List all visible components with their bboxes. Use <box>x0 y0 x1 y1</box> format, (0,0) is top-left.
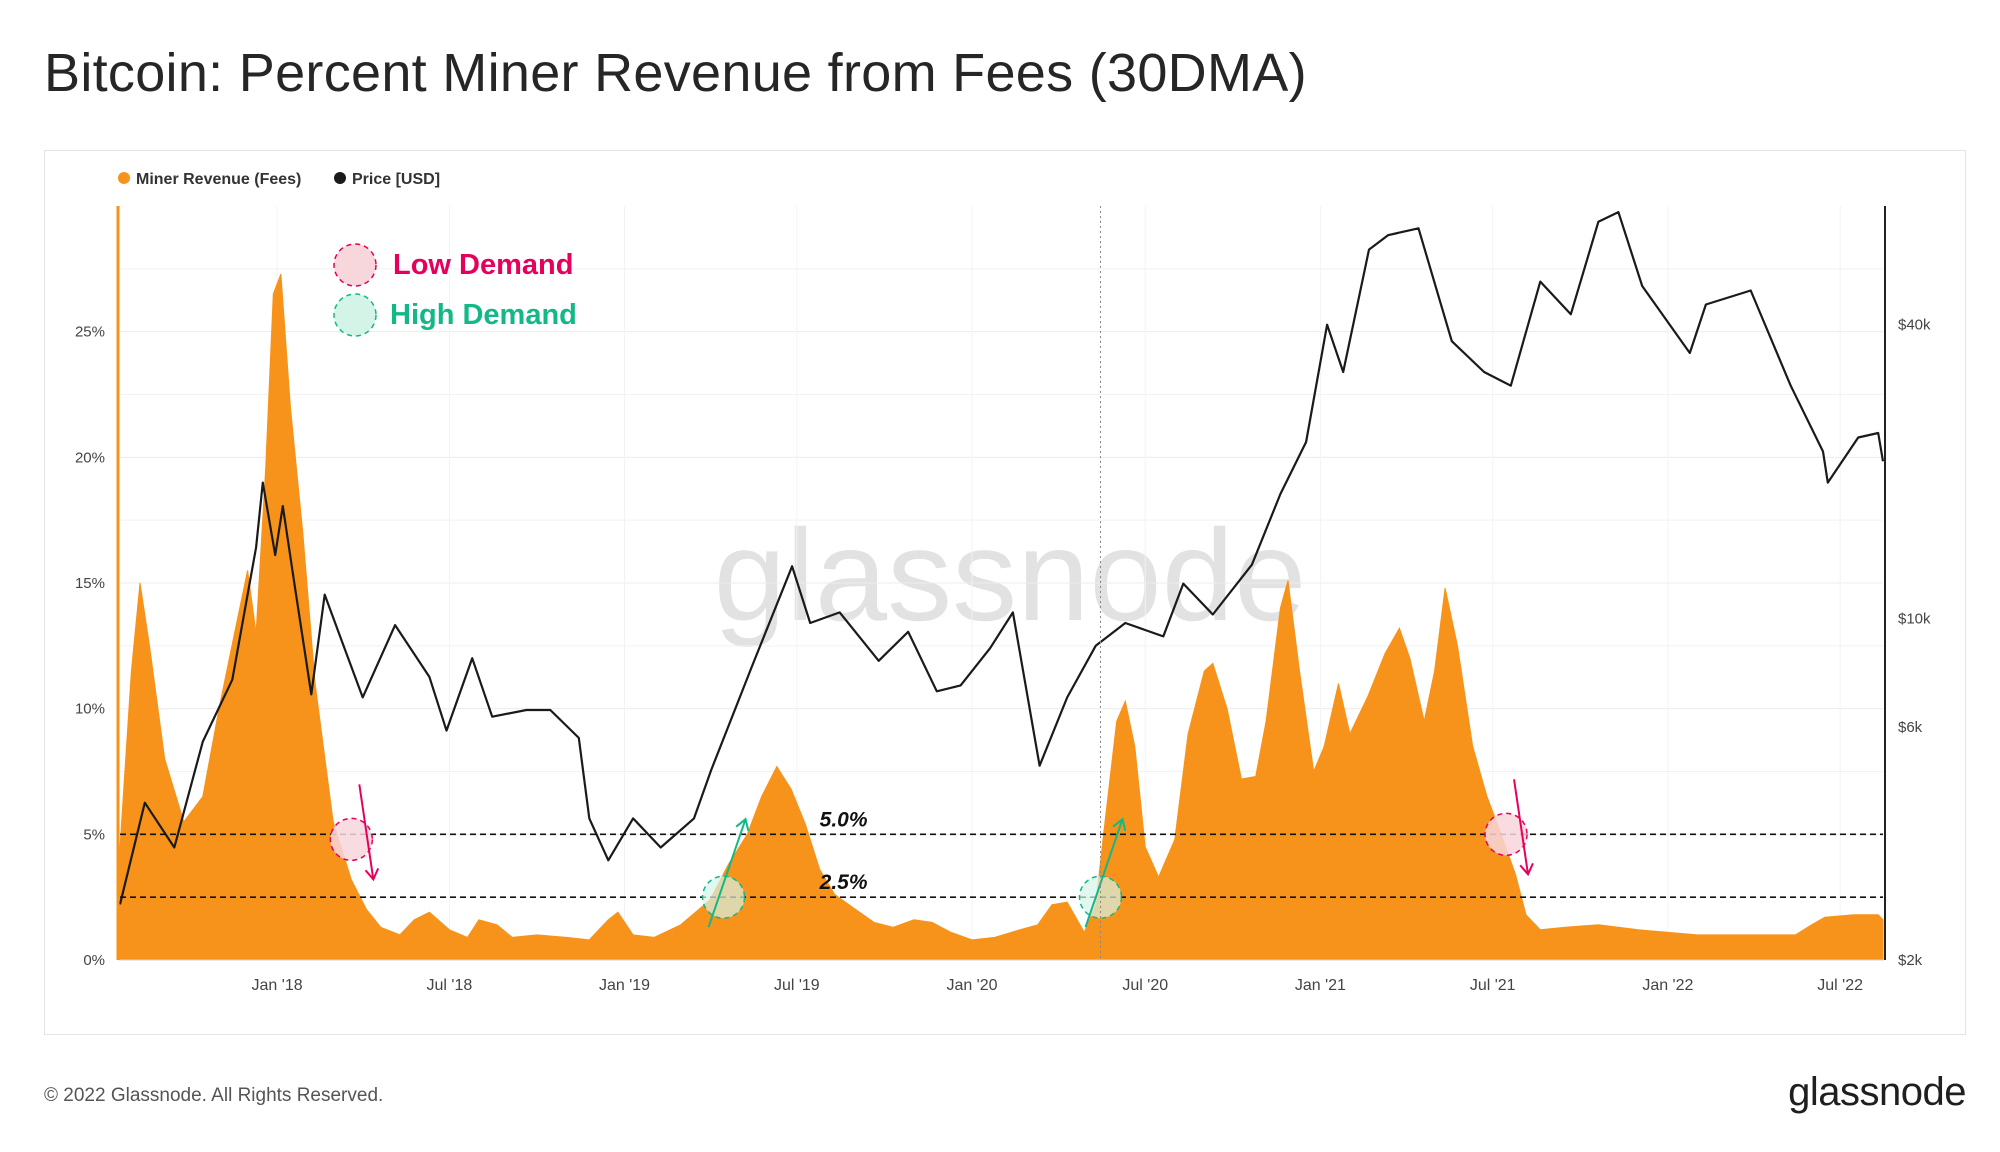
x-tick-label: Jan '21 <box>1295 977 1346 994</box>
y-left-tick-label: 15% <box>75 575 105 592</box>
x-tick-label: Jul '21 <box>1470 977 1516 994</box>
chart-frame <box>44 150 1966 1035</box>
legend-label-fees[interactable]: Miner Revenue (Fees) <box>136 171 301 188</box>
arrowhead-icon <box>1519 862 1534 877</box>
high-demand-key-icon <box>333 293 377 337</box>
x-tick-label: Jan '19 <box>599 977 650 994</box>
arrowhead-icon <box>364 867 380 882</box>
x-tick-label: Jul '18 <box>426 977 472 994</box>
y-left-tick-label: 10% <box>75 701 105 718</box>
y-left-tick-label: 25% <box>75 324 105 341</box>
down-arrow-icon <box>358 784 375 880</box>
arrowhead-icon <box>735 817 750 832</box>
y-right-tick-label: $2k <box>1898 952 1923 969</box>
y-right-tick-label: $10k <box>1898 611 1931 628</box>
x-tick-label: Jul '22 <box>1817 977 1863 994</box>
y-right-tick-label: $40k <box>1898 317 1931 334</box>
high-demand-marker <box>701 875 746 919</box>
x-tick-label: Jan '20 <box>946 977 997 994</box>
y-left-tick-label: 5% <box>83 826 105 843</box>
low-demand-key-icon <box>333 243 377 287</box>
low-demand-marker <box>1484 812 1528 857</box>
copyright-footer: © 2022 Glassnode. All Rights Reserved. <box>44 1085 384 1106</box>
high-demand-label: High Demand <box>390 299 577 331</box>
y-left-tick-label: 20% <box>75 449 105 466</box>
up-arrow-icon <box>707 818 747 928</box>
x-tick-label: Jan '22 <box>1642 977 1693 994</box>
up-arrow-icon <box>1084 818 1124 928</box>
fees-area-series[interactable] <box>119 273 1884 961</box>
reference-line-label: 2.5% <box>819 871 868 894</box>
x-tick-label: Jul '19 <box>774 977 820 994</box>
x-tick-label: Jul '20 <box>1122 977 1168 994</box>
price-line-series[interactable] <box>118 211 1885 905</box>
arrowhead-icon <box>1112 817 1127 832</box>
low-demand-label: Low Demand <box>393 249 573 281</box>
legend-dot-fees <box>118 172 130 184</box>
legend-dot-price <box>334 172 346 184</box>
glassnode-logo: glassnode <box>1788 1070 1966 1114</box>
watermark: glassnode <box>714 502 1307 648</box>
reference-line-label: 5.0% <box>820 808 868 831</box>
y-left-tick-label: 0% <box>83 952 105 969</box>
down-arrow-icon <box>1513 779 1530 875</box>
y-right-tick-label: $6k <box>1898 719 1923 736</box>
legend-label-price[interactable]: Price [USD] <box>352 171 440 188</box>
low-demand-marker <box>329 817 374 862</box>
chart-title: Bitcoin: Percent Miner Revenue from Fees… <box>44 43 1307 103</box>
x-tick-label: Jan '18 <box>252 977 303 994</box>
